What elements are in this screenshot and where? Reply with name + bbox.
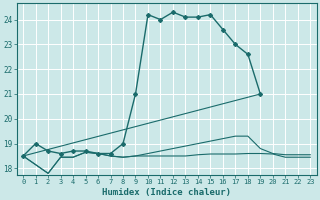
X-axis label: Humidex (Indice chaleur): Humidex (Indice chaleur) <box>102 188 231 197</box>
